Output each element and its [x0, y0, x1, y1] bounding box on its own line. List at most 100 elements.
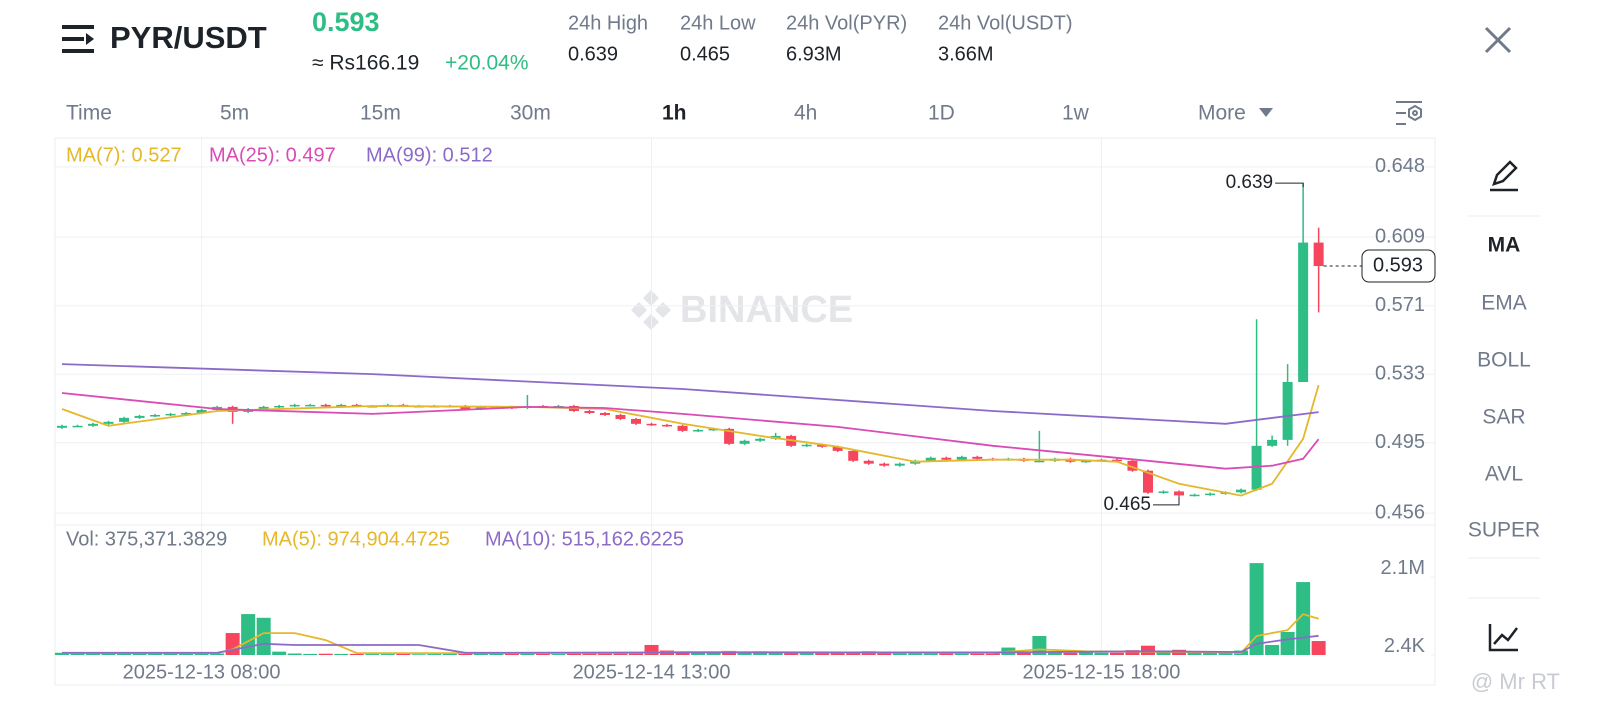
timeframe-tab[interactable]: 4h [794, 102, 817, 125]
timeframe-tab[interactable]: More [1198, 102, 1246, 125]
volume-bar [427, 654, 442, 655]
volume-bar [303, 653, 318, 655]
candle-body [615, 414, 626, 419]
indicator-tab[interactable]: SAR [1482, 406, 1525, 429]
volume-bar [380, 654, 395, 655]
volume-bar [908, 652, 923, 655]
candle-body [894, 463, 905, 466]
volume-bar [644, 644, 659, 655]
y-tick-label: 0.533 [1375, 363, 1425, 385]
volume-bar [489, 653, 504, 655]
stat-label: 24h Vol(PYR) [786, 12, 907, 34]
indicator-tab[interactable]: SUPER [1468, 519, 1540, 542]
volume-bar [1203, 652, 1218, 655]
volume-bar [815, 653, 830, 655]
volume-bar [54, 652, 69, 655]
candle-body [1251, 445, 1262, 490]
volume-bar [535, 653, 550, 655]
menu-icon[interactable] [62, 25, 94, 53]
candle-body [88, 423, 99, 426]
candle-body [584, 411, 595, 414]
candle-body [320, 404, 331, 407]
stat-label: 24h High [568, 12, 648, 34]
timeframe-tab[interactable]: 1h [662, 102, 687, 125]
y-tick-label: 2.4K [1384, 635, 1426, 657]
candle-body [305, 404, 316, 407]
ma-line [61, 392, 1320, 470]
change: +20.04% [445, 52, 529, 75]
candle-body [56, 425, 67, 428]
timeframe-tab[interactable]: 5m [220, 102, 249, 125]
volume-bar [1125, 650, 1140, 655]
candle-body [274, 405, 285, 408]
volume-bar [1156, 650, 1171, 655]
legend-entry: MA(10): 515,162.6225 [485, 528, 684, 550]
candle-body [1034, 460, 1045, 463]
volume-bar [318, 653, 333, 655]
volume-bar [1140, 645, 1155, 655]
candle-body [972, 456, 983, 459]
x-tick-label: 2025-12-13 08:00 [123, 661, 281, 683]
timeframe-tab[interactable]: 1w [1062, 102, 1090, 125]
volume-bar [1249, 563, 1264, 655]
watermark-logo [631, 290, 671, 330]
volume-bar [1109, 652, 1124, 655]
volume-bar [939, 653, 954, 655]
candle-body [1298, 242, 1309, 382]
volume-bar [970, 652, 985, 655]
candle-body [631, 418, 642, 424]
volume-bar [784, 651, 799, 655]
min-label: 0.465 [1103, 494, 1151, 515]
candle-body [289, 404, 300, 407]
volume-bar [675, 651, 690, 655]
stat-value: 0.639 [568, 43, 618, 65]
max-pointer [1275, 182, 1304, 188]
candle-body [646, 423, 657, 426]
volume-bar [132, 653, 147, 655]
candle-body [1111, 459, 1122, 462]
volume-bar [691, 652, 706, 655]
divider [1468, 215, 1540, 599]
volume-bar [1094, 652, 1109, 655]
close-button[interactable] [1484, 26, 1512, 54]
indicator-tab[interactable]: AVL [1485, 463, 1523, 486]
candle-body [941, 457, 952, 460]
volume-bar [1047, 651, 1062, 655]
volume-bar [210, 653, 225, 655]
candle-body [1142, 470, 1153, 493]
volume-bar [768, 652, 783, 655]
candle-body [724, 428, 735, 444]
legend-entry: MA(5): 974,904.4725 [262, 528, 450, 550]
timeframe-tab[interactable]: Time [66, 102, 112, 125]
draw-tool-icon[interactable] [1490, 160, 1518, 192]
chart-icon[interactable] [1488, 624, 1518, 652]
volume-bar [1311, 641, 1326, 655]
more-caret[interactable] [1259, 108, 1273, 117]
timeframe-tab[interactable]: 15m [360, 102, 401, 125]
indicator-tab[interactable]: MA [1488, 234, 1521, 257]
y-tick-label: 0.495 [1375, 431, 1425, 453]
volume-bar [287, 653, 302, 655]
candle-body [103, 421, 114, 424]
candle-body [336, 404, 347, 407]
y-tick-label: 0.648 [1375, 155, 1425, 177]
candle-body [165, 413, 176, 416]
timeframe-tab[interactable]: 30m [510, 102, 551, 125]
volume-bar [411, 654, 426, 655]
last-price-box [1361, 249, 1436, 283]
timeframe-tab[interactable]: 1D [928, 102, 955, 125]
candle-body [196, 409, 207, 414]
candle-body [1189, 494, 1200, 497]
ma-line [61, 363, 1319, 425]
indicator-tab[interactable]: BOLL [1477, 349, 1531, 372]
volume-bar [1265, 644, 1280, 655]
indicator-tab[interactable]: EMA [1481, 292, 1527, 315]
settings-icon[interactable] [1396, 101, 1422, 125]
volume-bar [225, 633, 240, 655]
candle-body [1158, 491, 1169, 493]
volume-bar [1187, 652, 1202, 655]
volume-bar [458, 653, 473, 655]
volume-bar [954, 652, 969, 655]
volume-bar [349, 653, 364, 655]
